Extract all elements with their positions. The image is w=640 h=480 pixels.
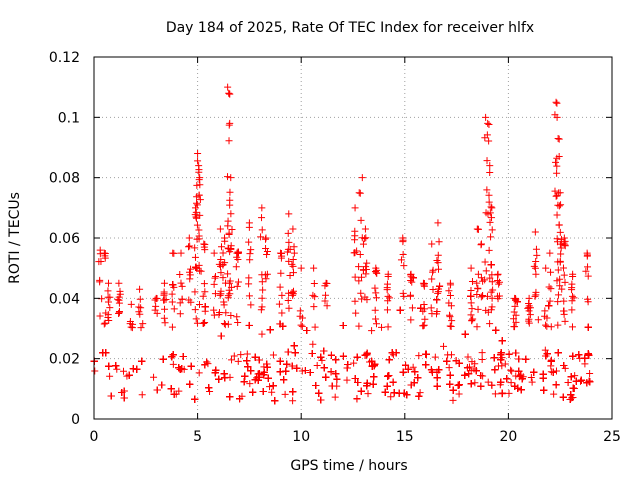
data-point xyxy=(464,353,472,361)
data-point xyxy=(289,397,297,405)
data-point xyxy=(445,364,453,372)
data-point xyxy=(561,364,569,372)
data-point xyxy=(416,389,424,397)
data-point xyxy=(431,353,439,361)
data-point xyxy=(494,362,502,370)
data-point xyxy=(440,342,448,350)
data-point xyxy=(139,320,147,328)
data-point xyxy=(471,379,479,387)
data-point xyxy=(571,372,579,380)
chart-title: Day 184 of 2025, Rate Of TEC Index for r… xyxy=(166,20,534,36)
data-point xyxy=(91,367,99,375)
data-point xyxy=(251,376,259,384)
data-point xyxy=(309,340,317,348)
data-point xyxy=(206,388,214,396)
data-point xyxy=(343,376,351,384)
data-point xyxy=(258,330,266,338)
data-point xyxy=(243,350,251,358)
data-point xyxy=(106,372,114,380)
data-point xyxy=(550,390,558,398)
data-point xyxy=(541,346,549,354)
data-point xyxy=(455,390,463,398)
data-point xyxy=(471,360,479,368)
data-point xyxy=(552,367,560,375)
data-point xyxy=(195,369,203,377)
data-point xyxy=(150,373,158,381)
data-point xyxy=(512,372,520,380)
data-point xyxy=(449,396,457,404)
data-point xyxy=(230,352,238,360)
data-point xyxy=(318,356,326,364)
data-point xyxy=(586,370,594,378)
data-point xyxy=(368,327,376,335)
data-point xyxy=(484,378,492,386)
data-point xyxy=(221,374,229,382)
data-point xyxy=(204,360,212,368)
data-point xyxy=(331,393,339,401)
data-point xyxy=(409,363,417,371)
data-point xyxy=(234,357,242,365)
data-point xyxy=(507,379,515,387)
data-point xyxy=(478,356,486,364)
data-point xyxy=(534,316,542,324)
data-points xyxy=(90,83,594,405)
data-point xyxy=(507,366,515,374)
data-point xyxy=(528,378,536,386)
data-point xyxy=(266,383,274,391)
data-point xyxy=(113,365,121,373)
data-point xyxy=(527,373,535,381)
data-point xyxy=(364,390,372,398)
data-point xyxy=(515,367,523,375)
data-point xyxy=(269,382,277,390)
data-point xyxy=(508,367,516,375)
data-point xyxy=(138,391,146,399)
data-point xyxy=(269,351,277,359)
data-point xyxy=(246,380,254,388)
data-point xyxy=(350,359,358,367)
data-point xyxy=(169,360,177,368)
data-point xyxy=(478,349,486,357)
data-point xyxy=(444,351,452,359)
data-point xyxy=(281,390,289,398)
data-point xyxy=(237,351,245,359)
data-point xyxy=(547,368,555,376)
data-point xyxy=(226,373,234,381)
data-point xyxy=(415,352,423,360)
data-point xyxy=(378,323,386,331)
data-point xyxy=(119,367,127,375)
data-point xyxy=(501,360,509,368)
data-point xyxy=(505,389,513,397)
data-point xyxy=(175,387,183,395)
data-point xyxy=(268,388,276,396)
data-point xyxy=(313,362,321,370)
data-point xyxy=(488,381,496,389)
data-point xyxy=(228,356,236,364)
data-point xyxy=(387,393,395,401)
data-point xyxy=(564,379,572,387)
data-point xyxy=(245,280,253,288)
data-point xyxy=(491,390,499,398)
